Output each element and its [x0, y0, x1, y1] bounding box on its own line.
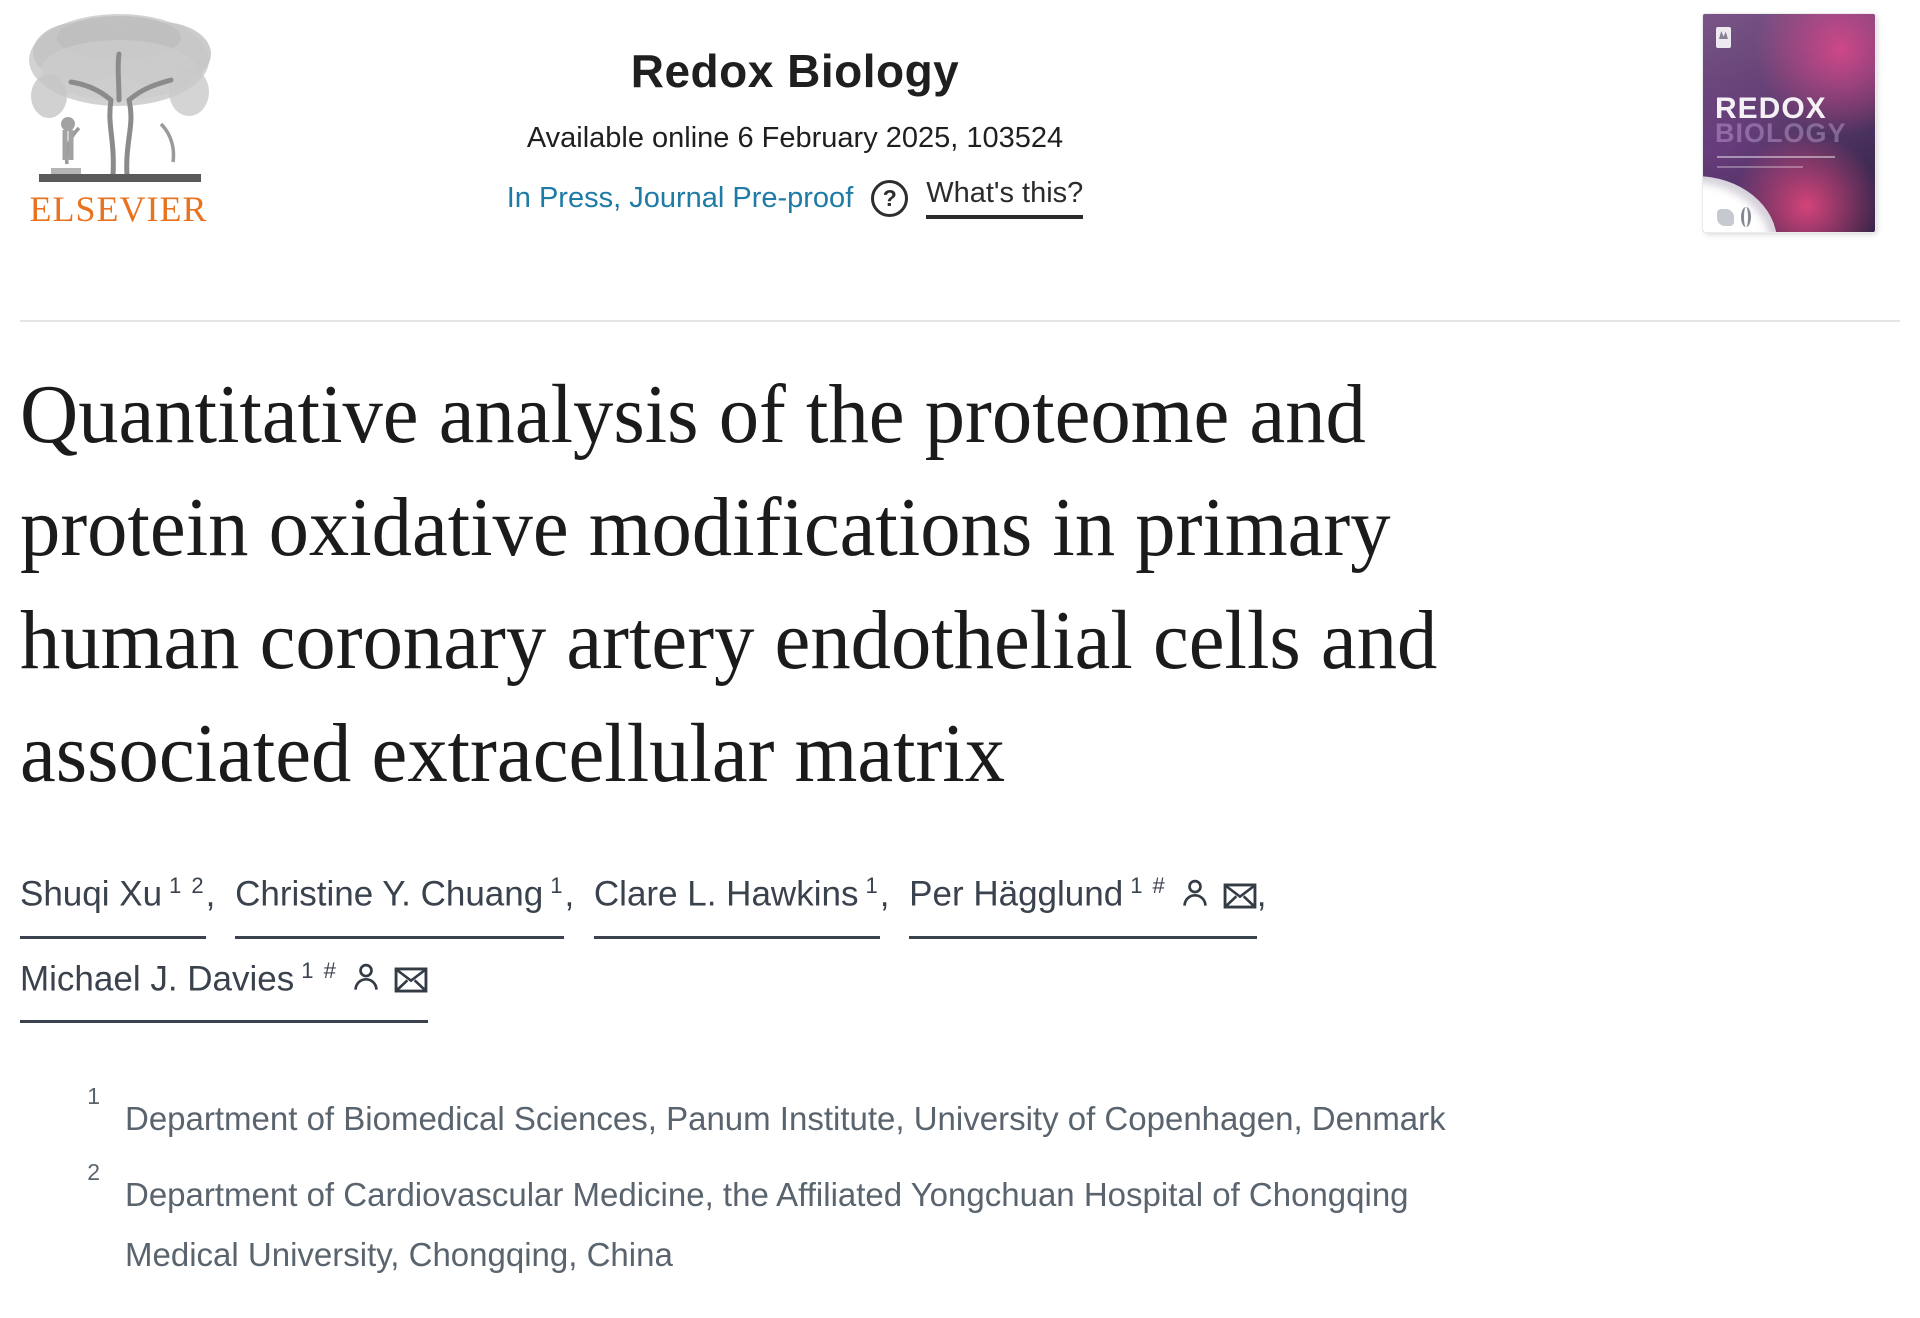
article-title-line: Quantitative analysis of the proteome an…: [20, 368, 1366, 461]
curl-logo-glyph: [1717, 209, 1734, 226]
person-icon: [1179, 877, 1211, 909]
person-icon: [350, 961, 382, 993]
author-separator: ,: [879, 874, 900, 914]
affiliation-text: Department of Biomedical Sciences, Panum…: [125, 1100, 1446, 1138]
cover-publisher-icon: [1716, 27, 1731, 48]
available-online-line: Available online 6 February 2025, 103524: [526, 122, 1064, 154]
cover-text-bar: [1717, 156, 1835, 158]
author-separator: ,: [205, 874, 226, 914]
journal-cover-thumbnail[interactable]: REDOX BIOLOGY: [1703, 14, 1875, 232]
question-circle-icon[interactable]: ?: [871, 179, 909, 217]
affiliation-2: 2 Department of Cardiovascular Medicine,…: [20, 1159, 1900, 1285]
author-link-christine-chuang[interactable]: Christine Y. Chuang 1: [235, 854, 565, 939]
elsevier-wordmark: ELSEVIER: [29, 189, 208, 229]
curl-logo-glyph: [1741, 207, 1751, 227]
affiliation-text: Department of Cardiovascular Medicine, t…: [125, 1176, 1409, 1214]
article-title-line: associated extracellular matrix: [20, 707, 1006, 800]
author-link-michael-davies[interactable]: Michael J. Davies 1 #: [20, 939, 428, 1024]
author-superscript: 1: [550, 873, 565, 898]
envelope-icon: [1223, 883, 1257, 909]
author-list: Shuqi Xu 1 2, Christine Y. Chuang 1, Clare…: [20, 854, 1900, 1024]
article-title-line: human coronary artery endothelial cells …: [20, 594, 1438, 687]
elsevier-logo[interactable]: ELSEVIER: [16, 8, 221, 230]
author-separator: ,: [1256, 874, 1267, 914]
in-press-row: In Press, Journal Pre-proof ? What's thi…: [215, 177, 1375, 219]
author-link-per-hagglund[interactable]: Per Hägglund 1 #: [909, 854, 1257, 939]
journal-info: Redox Biology Available online 6 Februar…: [215, 44, 1375, 219]
author-link-shuqi-xu[interactable]: Shuqi Xu 1 2: [20, 854, 206, 939]
authors-line-2: Michael J. Davies 1 #: [20, 939, 1900, 1024]
journal-header: ELSEVIER Redox Biology Available online …: [0, 0, 1920, 322]
affiliation-text: Medical University, Chongqing, China: [125, 1236, 673, 1274]
author-superscript: 1 #: [1130, 873, 1167, 898]
author-separator: ,: [564, 874, 584, 914]
whats-this-link[interactable]: What's this?: [926, 177, 1084, 219]
author-superscript: 1 2: [169, 873, 206, 898]
article-title-line: protein oxidative modifications in prima…: [20, 481, 1391, 574]
journal-title-link[interactable]: Redox Biology: [630, 45, 960, 97]
affiliation-number: 2: [87, 1159, 100, 1186]
author-superscript: 1: [865, 873, 880, 898]
header-divider: [20, 320, 1900, 322]
envelope-icon: [394, 967, 428, 993]
elsevier-tree-logo-icon: [16, 8, 221, 186]
affiliation-list: 1 Department of Biomedical Sciences, Pan…: [20, 1083, 1900, 1285]
author-superscript: 1 #: [301, 957, 338, 983]
article-title: Quantitative analysis of the proteome an…: [20, 358, 1900, 810]
cover-page-curl: [1703, 176, 1777, 232]
author-link-clare-hawkins[interactable]: Clare L. Hawkins 1: [593, 854, 880, 939]
authors-line-1: Shuqi Xu 1 2, Christine Y. Chuang 1, Clare…: [20, 854, 1900, 939]
cover-title-biology: BIOLOGY: [1715, 118, 1847, 148]
cover-title-redox: REDOX: [1715, 92, 1827, 125]
cover-text-bar: [1717, 166, 1803, 168]
affiliation-number: 1: [87, 1083, 100, 1110]
affiliation-1: 1 Department of Biomedical Sciences, Pan…: [20, 1083, 1900, 1149]
in-press-link[interactable]: In Press, Journal Pre-proof: [506, 181, 854, 214]
